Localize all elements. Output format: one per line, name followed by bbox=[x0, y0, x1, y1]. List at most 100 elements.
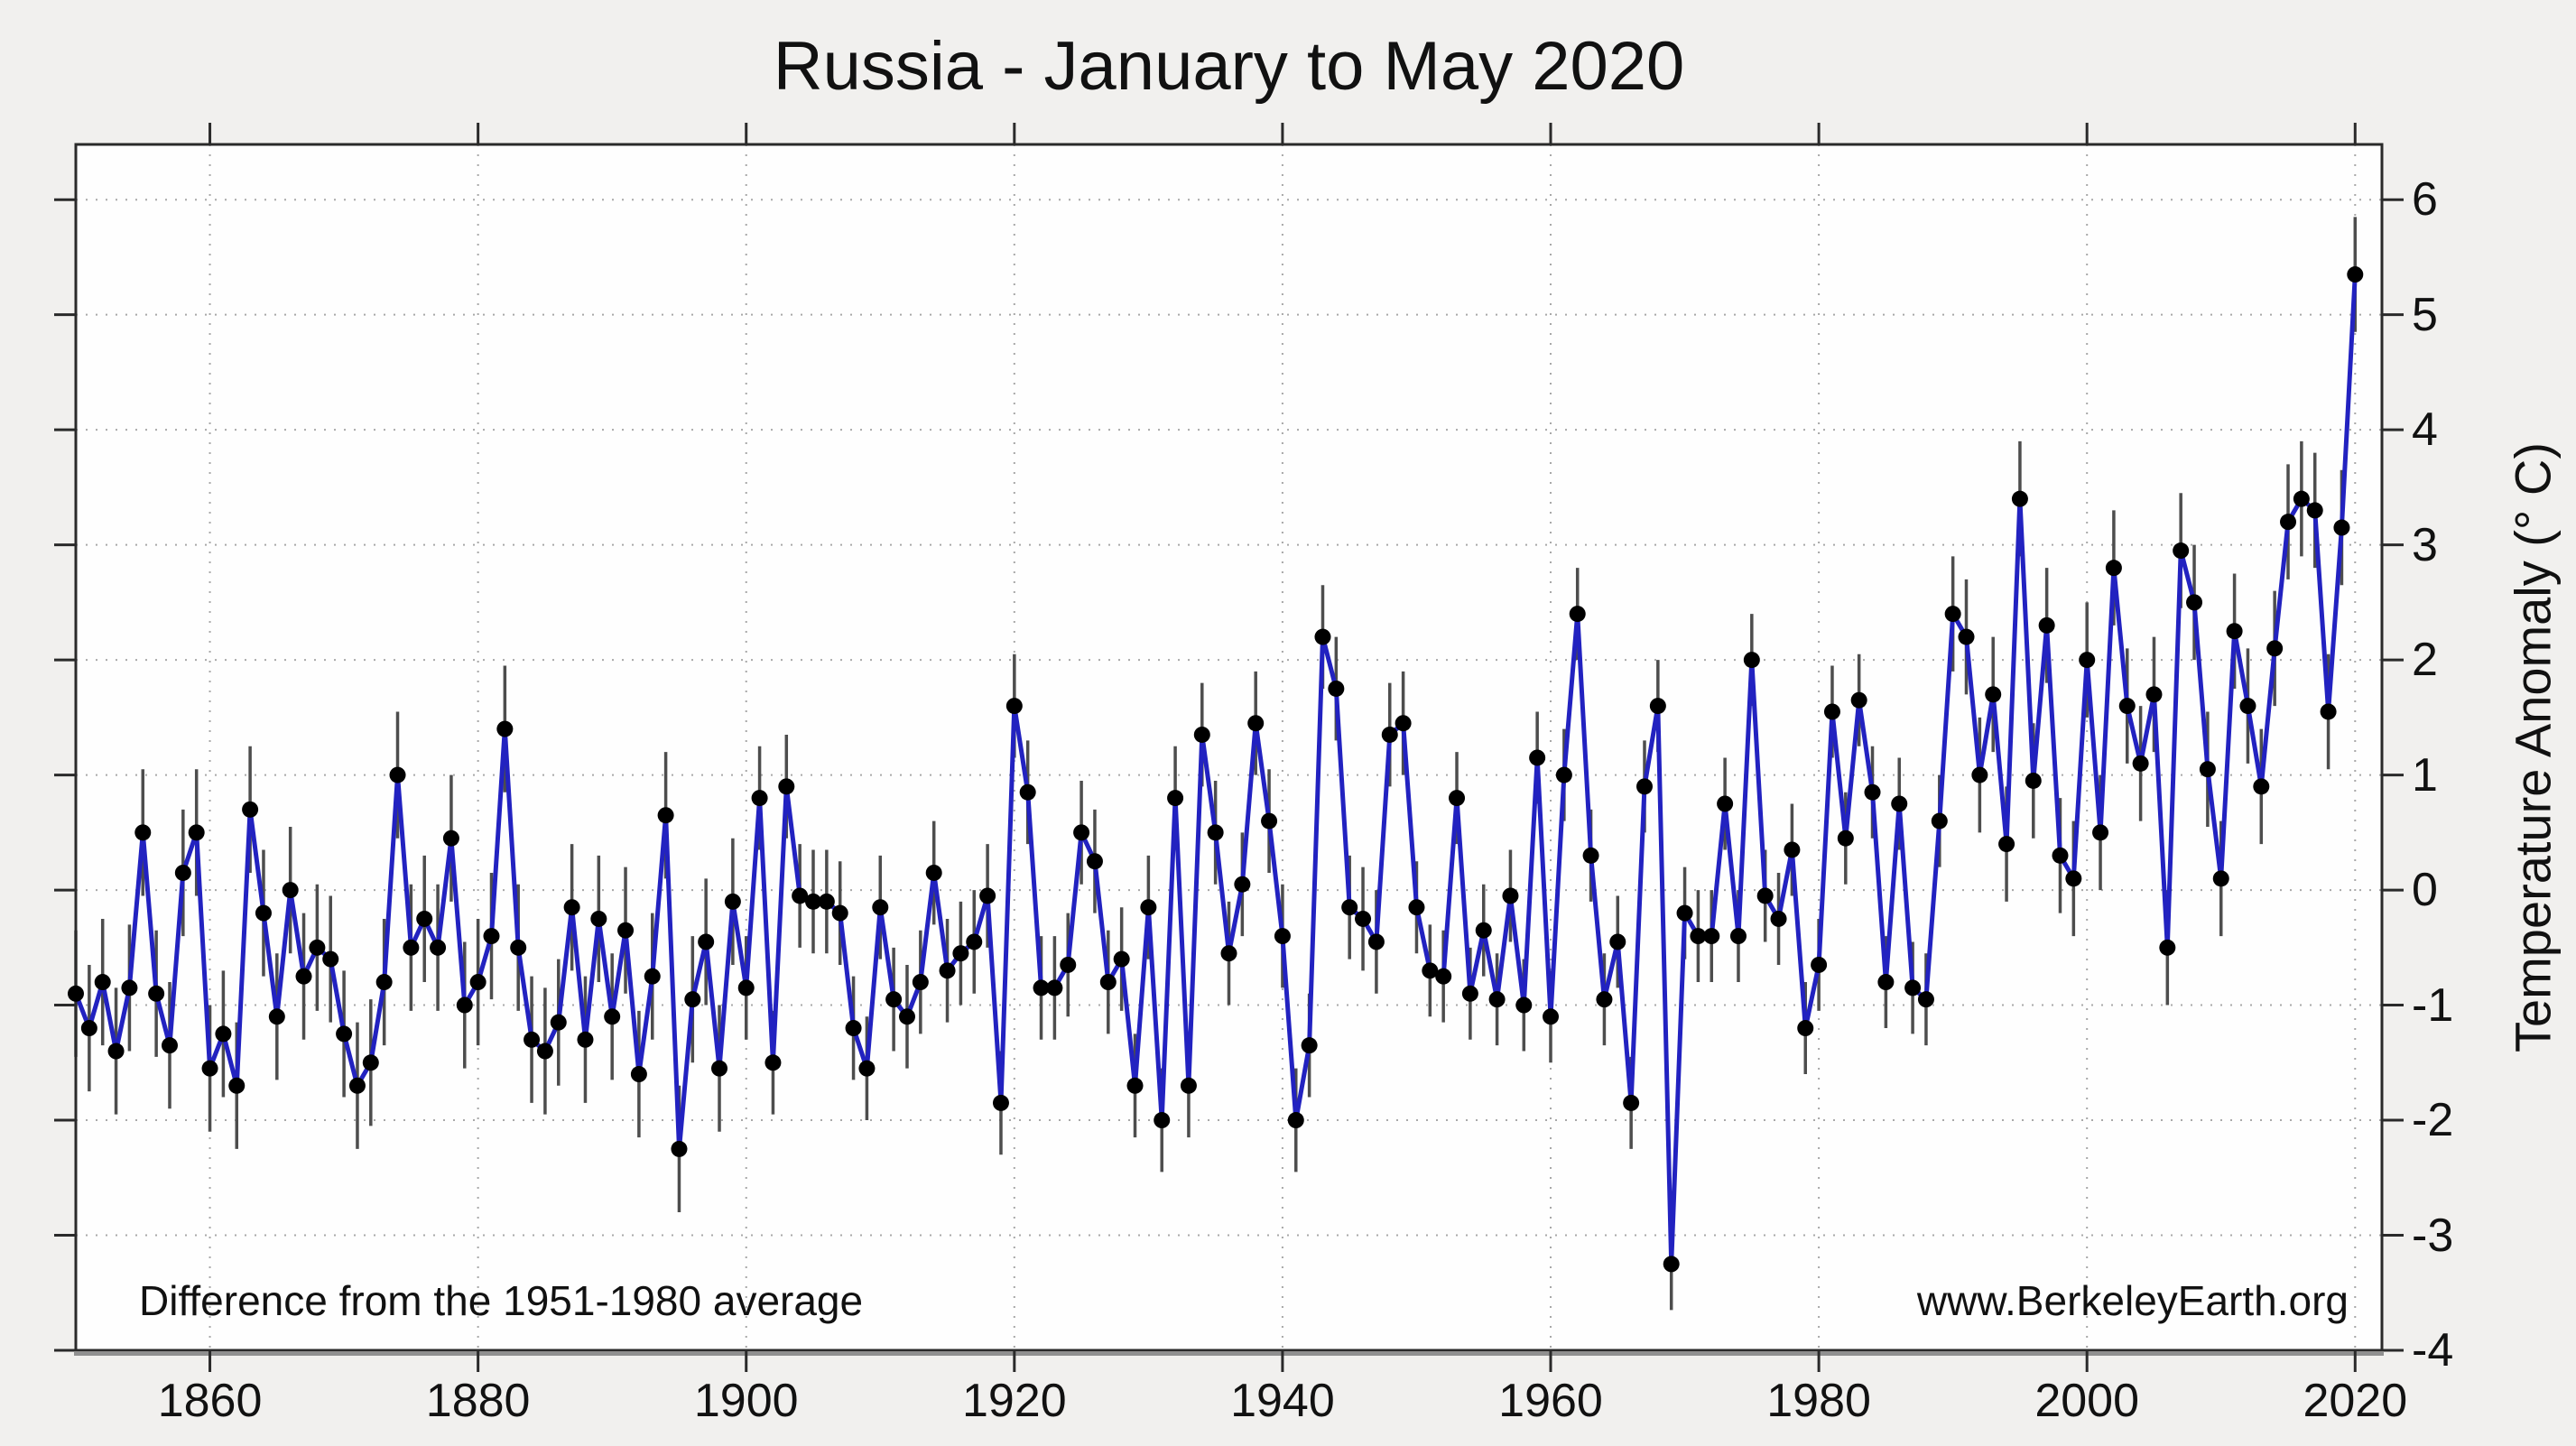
data-point bbox=[2118, 698, 2136, 715]
data-point bbox=[1596, 991, 1613, 1008]
data-point bbox=[1891, 795, 1908, 812]
data-point bbox=[524, 1031, 541, 1048]
data-point bbox=[1609, 933, 1626, 950]
data-point bbox=[684, 991, 701, 1008]
data-point bbox=[1033, 979, 1050, 996]
data-point bbox=[1234, 876, 1251, 893]
data-point bbox=[2132, 755, 2149, 772]
data-point bbox=[496, 720, 514, 737]
data-point bbox=[161, 1037, 178, 1054]
y-axis-tick-label: 4 bbox=[2412, 403, 2438, 457]
y-axis-tick-label: 5 bbox=[2412, 288, 2438, 341]
data-point bbox=[1099, 974, 1117, 991]
website-credit: www.BerkeleyEarth.org bbox=[1916, 1277, 2349, 1324]
data-point bbox=[1287, 1112, 1304, 1129]
data-point bbox=[2306, 502, 2323, 519]
data-point bbox=[322, 950, 339, 968]
data-point bbox=[992, 1094, 1009, 1111]
data-point bbox=[1850, 691, 1867, 709]
data-point bbox=[1193, 726, 1210, 743]
data-point bbox=[215, 1025, 232, 1043]
data-point bbox=[2092, 824, 2109, 841]
data-point bbox=[1395, 715, 1412, 732]
data-point bbox=[2065, 870, 2082, 887]
data-point bbox=[282, 882, 299, 899]
y-axis-tick-label: 3 bbox=[2412, 518, 2438, 571]
data-point bbox=[792, 887, 809, 904]
data-point bbox=[885, 991, 903, 1008]
data-point bbox=[845, 1020, 862, 1037]
data-point bbox=[1180, 1077, 1197, 1094]
data-point bbox=[2266, 640, 2284, 657]
data-point bbox=[1086, 853, 1103, 870]
data-point bbox=[2186, 594, 2203, 611]
data-point bbox=[1971, 766, 1988, 783]
x-axis-tick-label: 1960 bbox=[1498, 1375, 1603, 1427]
x-axis-tick-label: 1880 bbox=[425, 1375, 531, 1427]
data-point bbox=[201, 1060, 218, 1077]
y-axis-tick-label: 1 bbox=[2412, 748, 2438, 802]
x-axis-tick-label: 1980 bbox=[1766, 1375, 1871, 1427]
data-point bbox=[966, 933, 983, 950]
data-point bbox=[1529, 749, 1546, 766]
data-point bbox=[1341, 899, 1358, 916]
data-point bbox=[2320, 703, 2337, 720]
data-point bbox=[1958, 628, 1975, 645]
data-point bbox=[2105, 560, 2122, 577]
data-point bbox=[336, 1025, 353, 1043]
data-point bbox=[1623, 1094, 1640, 1111]
data-point bbox=[430, 939, 447, 956]
data-point bbox=[563, 899, 580, 916]
data-point bbox=[604, 1008, 621, 1025]
data-point bbox=[1931, 812, 1948, 830]
data-point bbox=[1543, 1008, 1560, 1025]
data-point bbox=[872, 899, 889, 916]
y-axis-label: Temperature Anomaly (° C) bbox=[2504, 442, 2562, 1052]
data-point bbox=[2333, 519, 2350, 536]
plot-border bbox=[74, 143, 2384, 1352]
x-axis-tick-label: 2020 bbox=[2303, 1375, 2408, 1427]
y-axis-tick-label: 0 bbox=[2412, 864, 2438, 917]
data-point bbox=[1649, 698, 1666, 715]
data-point bbox=[1005, 698, 1023, 715]
data-point bbox=[121, 979, 138, 996]
data-point bbox=[268, 1008, 285, 1025]
data-point bbox=[1837, 830, 1854, 847]
data-point bbox=[939, 962, 956, 979]
data-point bbox=[1073, 824, 1090, 841]
data-point bbox=[2199, 761, 2216, 778]
data-point bbox=[174, 864, 191, 881]
data-point bbox=[671, 1140, 688, 1157]
x-axis-tick-label: 1900 bbox=[693, 1375, 799, 1427]
data-point bbox=[657, 807, 674, 824]
data-point bbox=[2239, 698, 2256, 715]
data-point bbox=[1717, 795, 1734, 812]
data-point bbox=[1328, 680, 1345, 697]
data-point bbox=[442, 830, 459, 847]
data-point bbox=[1569, 606, 1586, 623]
data-point bbox=[362, 1054, 379, 1071]
y-axis-tick-label: -3 bbox=[2412, 1209, 2454, 1262]
data-point bbox=[469, 974, 486, 991]
data-point bbox=[2052, 847, 2069, 864]
data-point bbox=[979, 887, 996, 904]
data-point bbox=[1435, 968, 1452, 985]
data-point bbox=[1019, 783, 1036, 801]
data-point bbox=[858, 1060, 876, 1077]
data-point bbox=[577, 1031, 594, 1048]
data-point bbox=[1864, 783, 1881, 801]
data-point bbox=[1904, 979, 1922, 996]
data-point bbox=[2011, 490, 2028, 507]
data-point bbox=[737, 979, 755, 996]
data-point bbox=[403, 939, 420, 956]
data-point bbox=[255, 904, 272, 922]
data-point bbox=[1113, 950, 1130, 968]
data-point bbox=[456, 996, 473, 1014]
data-point bbox=[1917, 991, 1934, 1008]
x-axis-tick-label: 2000 bbox=[2034, 1375, 2140, 1427]
data-point bbox=[711, 1060, 728, 1077]
data-point bbox=[1167, 790, 1184, 807]
data-point bbox=[2173, 542, 2190, 560]
